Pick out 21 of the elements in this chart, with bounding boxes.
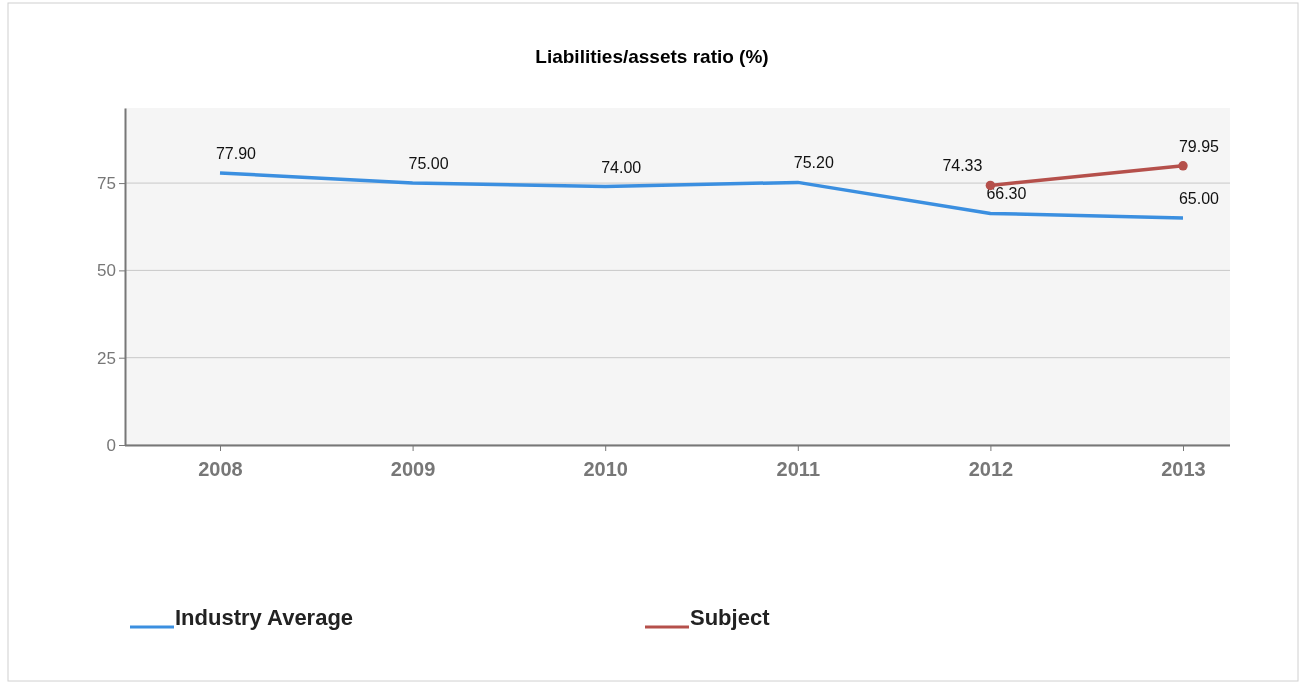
x-tick-label: 2010	[583, 458, 628, 480]
data-label: 75.00	[408, 155, 449, 173]
data-label: 74.33	[942, 157, 983, 175]
data-label: 77.90	[215, 144, 257, 162]
data-label: 75.20	[793, 154, 834, 172]
y-tick-label: 25	[97, 348, 116, 368]
y-tick-label: 50	[97, 261, 116, 281]
legend-label: Subject	[690, 605, 771, 630]
chart-title: Liabilities/assets ratio (%)	[535, 46, 769, 67]
data-label: 74.00	[601, 158, 642, 176]
x-tick-label: 2009	[390, 458, 436, 480]
x-tick-label: 2008	[198, 458, 243, 480]
y-tick-label: 0	[106, 435, 116, 455]
data-label: 65.00	[1178, 190, 1220, 208]
x-tick-label: 2013	[1161, 458, 1206, 480]
legend-label: Industry Average	[175, 605, 354, 630]
data-label: 66.30	[986, 185, 1027, 203]
x-tick-label: 2012	[968, 458, 1014, 480]
x-tick-label: 2011	[776, 458, 820, 480]
y-tick-label: 75	[97, 174, 116, 194]
data-label: 79.95	[1178, 137, 1220, 155]
